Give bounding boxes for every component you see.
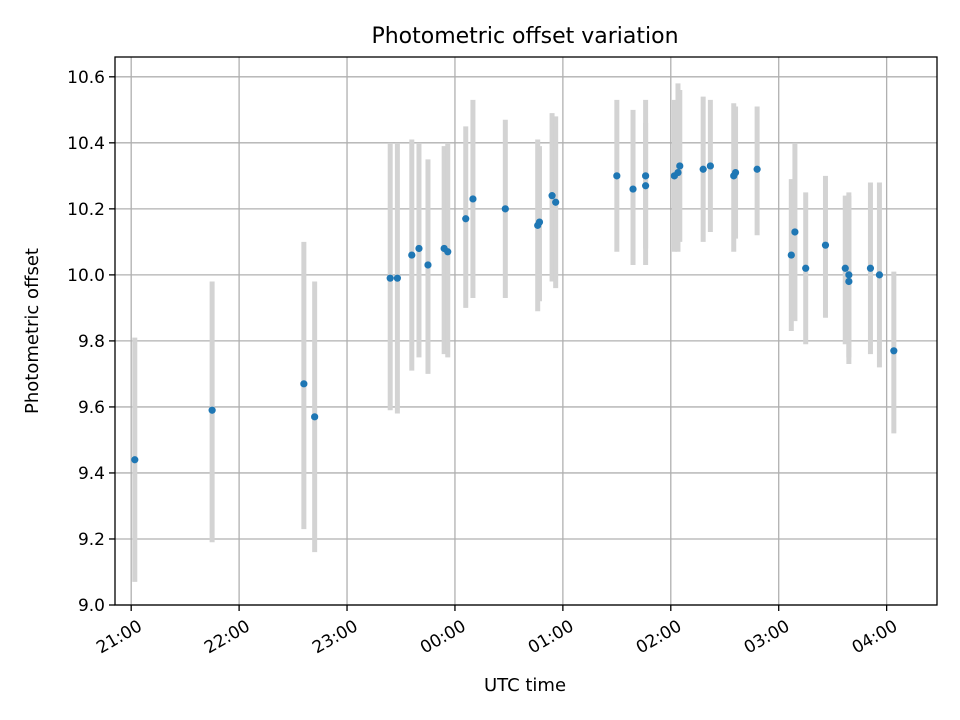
ticks — [109, 76, 888, 611]
data-point — [821, 241, 830, 249]
data-point — [424, 261, 432, 269]
data-point — [866, 264, 875, 272]
y-tick-label: 10.0 — [67, 266, 105, 286]
data-point — [469, 195, 477, 203]
x-tick-labels: 21:00 22:00 23:00 00:00 01:00 02:00 03:00 04:00 — [93, 616, 901, 658]
data-point — [613, 172, 621, 180]
data-point — [629, 185, 637, 193]
data-point — [552, 198, 560, 206]
data-point — [501, 205, 509, 213]
data-point — [408, 251, 416, 259]
y-tick-label: 9.2 — [78, 530, 105, 550]
grid — [115, 57, 937, 606]
data-point — [674, 168, 682, 177]
y-tick-label: 9.6 — [78, 398, 105, 418]
data-point — [802, 264, 810, 272]
y-tick-label: 10.4 — [67, 134, 105, 154]
x-tick-label: 21:00 — [93, 616, 145, 658]
data-point — [444, 248, 452, 256]
x-tick-label: 04:00 — [849, 616, 901, 658]
y-tick-labels: 9.0 9.2 9.4 9.6 9.8 10.0 10.2 10.4 10.6 — [67, 68, 105, 616]
data-point — [699, 165, 707, 173]
data-point — [706, 162, 714, 170]
x-tick-label: 03:00 — [741, 616, 793, 658]
data-point — [845, 271, 853, 279]
data-point — [841, 264, 849, 272]
x-axis-label: UTC time — [484, 675, 566, 696]
data-point — [787, 251, 795, 259]
data-point — [753, 165, 761, 173]
data-point — [791, 228, 799, 236]
y-tick-label: 10.6 — [67, 68, 105, 88]
data-point — [462, 215, 470, 223]
x-tick-label: 01:00 — [525, 616, 577, 658]
data-point — [535, 218, 544, 226]
y-tick-label: 10.2 — [67, 200, 105, 220]
y-tick-label: 9.8 — [78, 332, 105, 352]
y-tick-label: 9.4 — [78, 464, 105, 484]
data-point — [393, 274, 401, 282]
error-bars — [132, 83, 897, 582]
data-point — [386, 274, 394, 282]
data-points — [131, 162, 898, 464]
data-point — [676, 162, 684, 170]
data-point — [300, 380, 308, 388]
x-tick-label: 22:00 — [201, 616, 253, 658]
data-point — [845, 277, 853, 286]
y-tick-label: 9.0 — [78, 596, 105, 616]
y-axis-label: Photometric offset — [22, 248, 43, 414]
data-point — [875, 271, 884, 279]
data-point — [642, 172, 650, 180]
plot-frame — [114, 56, 938, 606]
data-point — [731, 168, 740, 177]
data-point — [208, 406, 216, 414]
data-point — [548, 192, 556, 200]
x-tick-label: 23:00 — [309, 616, 361, 658]
x-tick-label: 02:00 — [633, 616, 685, 658]
data-point — [415, 244, 423, 253]
data-point — [131, 456, 139, 464]
data-point — [890, 347, 898, 355]
chart-title: Photometric offset variation — [371, 24, 678, 49]
data-point — [311, 413, 319, 421]
data-point — [642, 182, 650, 190]
x-tick-label: 00:00 — [417, 616, 469, 658]
